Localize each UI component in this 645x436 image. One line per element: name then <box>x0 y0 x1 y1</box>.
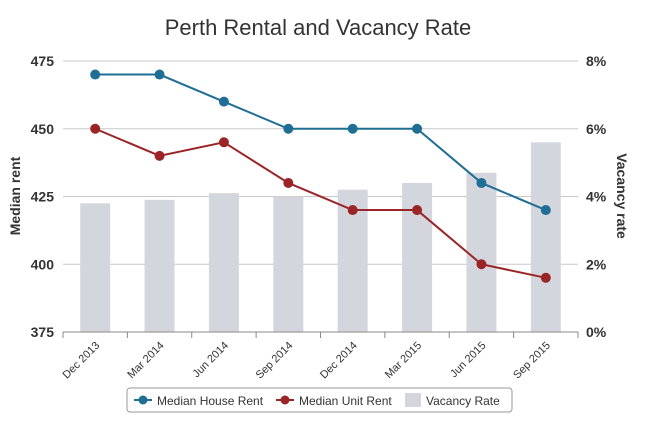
vacancy-bar <box>466 172 497 332</box>
y-left-tick-label: 400 <box>31 256 55 272</box>
vacancy-bar <box>530 142 561 332</box>
series-line-median-house-rent <box>95 73 547 211</box>
x-tick-label: Mar 2014 <box>125 340 166 381</box>
y-axis-left-ticks: 375 400 425 450 475 <box>31 53 55 340</box>
vacancy-bar <box>144 199 175 332</box>
vacancy-bars <box>80 142 561 332</box>
y-left-tick-label: 425 <box>31 189 55 205</box>
y-axis-left-label: Median rent <box>7 156 23 235</box>
y-right-tick-label: 6% <box>586 121 607 137</box>
vacancy-bar <box>273 196 304 332</box>
data-point <box>476 177 487 188</box>
data-point <box>218 96 229 107</box>
data-point <box>154 150 165 161</box>
rent-lines <box>90 69 551 283</box>
y-axis-right-ticks: 0% 2% 4% 6% 8% <box>586 53 607 340</box>
x-tick-label: Sep 2014 <box>254 340 296 382</box>
vacancy-bar <box>208 193 239 332</box>
y-left-tick-label: 450 <box>31 121 55 137</box>
legend-unit-marker-icon <box>280 395 290 405</box>
series-line-median-unit-rent <box>94 127 547 279</box>
data-point <box>90 123 101 134</box>
x-tick-label: Jun 2015 <box>448 340 488 380</box>
chart-title: Perth Rental and Vacancy Rate <box>165 15 472 40</box>
y-axis-right-label: Vacancy rate <box>614 153 630 239</box>
legend-item-vacancy[interactable]: Vacancy Rate <box>405 393 500 408</box>
y-left-tick-label: 475 <box>31 53 55 69</box>
legend-house-marker-icon <box>138 395 148 405</box>
x-tick-label: Mar 2015 <box>383 340 424 381</box>
x-tick-label: Jun 2014 <box>191 340 231 380</box>
data-point <box>283 123 294 134</box>
y-left-tick-label: 375 <box>31 324 55 340</box>
data-point <box>540 272 551 283</box>
x-axis-ticks: Dec 2013 Mar 2014 Jun 2014 Sep 2014 Dec 2014… <box>61 331 579 382</box>
data-point <box>476 259 487 270</box>
legend-item-house[interactable]: Median House Rent <box>134 394 264 408</box>
data-point <box>412 123 423 134</box>
y-right-tick-label: 8% <box>586 53 607 69</box>
vacancy-bar <box>80 203 111 332</box>
legend: Median House Rent Median Unit Rent Vacan… <box>126 387 513 413</box>
x-tick-label: Dec 2014 <box>318 340 360 382</box>
data-point <box>412 205 423 216</box>
data-point <box>283 177 294 188</box>
legend-house-label: Median House Rent <box>157 394 264 408</box>
data-point <box>218 137 229 148</box>
y-right-tick-label: 2% <box>586 256 607 272</box>
data-point <box>347 205 358 216</box>
data-point <box>154 69 165 80</box>
legend-vacancy-label: Vacancy Rate <box>426 394 500 408</box>
data-point <box>90 69 101 80</box>
y-right-tick-label: 4% <box>586 189 607 205</box>
data-point <box>540 205 551 216</box>
data-point <box>347 123 358 134</box>
x-tick-label: Dec 2013 <box>61 340 103 382</box>
y-right-tick-label: 0% <box>586 324 607 340</box>
legend-unit-label: Median Unit Rent <box>299 394 392 408</box>
x-tick-label: Sep 2015 <box>511 340 553 382</box>
legend-item-unit[interactable]: Median Unit Rent <box>276 394 392 408</box>
legend-vacancy-swatch-icon <box>405 393 421 407</box>
